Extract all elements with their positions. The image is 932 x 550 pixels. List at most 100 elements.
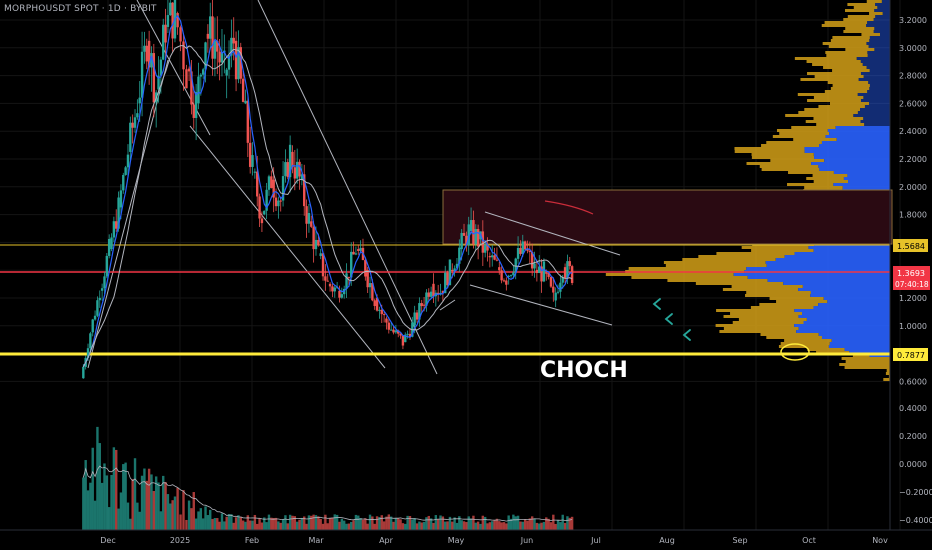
volume-bar	[439, 515, 442, 530]
candle-body	[298, 161, 301, 177]
candle-body	[303, 174, 306, 207]
candle-body	[310, 221, 313, 227]
time-tick-label: Apr	[379, 536, 394, 545]
candle-body	[481, 231, 485, 253]
candle-body	[500, 270, 503, 281]
candle-body	[256, 171, 259, 197]
time-tick-label: Sep	[732, 536, 747, 545]
volume-bar	[460, 520, 463, 530]
descending-channel-bottom[interactable]	[469, 284, 613, 326]
symbol-title[interactable]: MORPHOUSDT SPOT · 1D · BYBIT	[4, 4, 157, 14]
candle-body	[199, 74, 203, 77]
support-badge-text: 0.7877	[897, 351, 925, 360]
volume-bar	[82, 477, 85, 530]
volume-bar	[427, 515, 430, 530]
ema-line	[82, 14, 573, 368]
channel-lower-line[interactable]	[189, 125, 386, 369]
volume-bar	[331, 517, 334, 530]
candle-body	[455, 263, 459, 269]
volume-bar	[378, 517, 381, 530]
choch-circle[interactable]	[780, 343, 810, 361]
current-price-text: 1.3693	[897, 269, 925, 278]
volume-bar	[357, 515, 360, 530]
candle-body	[357, 249, 360, 251]
candle-body	[359, 247, 362, 251]
candle-body	[305, 206, 308, 224]
resistance-badge: 1.5684	[893, 239, 928, 252]
volume-bar	[223, 521, 226, 530]
candle-body	[93, 315, 97, 320]
volume-bar	[338, 521, 341, 530]
volume-bar	[119, 492, 123, 530]
volume-bar	[495, 518, 499, 530]
volume-bar	[232, 522, 235, 530]
rally-trendline[interactable]	[87, 59, 169, 369]
volume-bar	[211, 518, 214, 530]
candle-body	[241, 78, 245, 102]
volume-bar	[199, 508, 203, 530]
price-tick-label: 2.2000	[899, 155, 927, 164]
time-tick-label: Mar	[308, 536, 324, 545]
volume-bar	[176, 487, 179, 530]
candle-body	[406, 333, 409, 335]
green-arrows	[652, 298, 691, 341]
candle-body	[418, 303, 421, 320]
candle-body	[549, 276, 553, 287]
volume-bar	[554, 523, 557, 530]
candle-body	[133, 117, 137, 128]
candle-body	[530, 252, 534, 269]
candle-body	[190, 71, 193, 105]
volume-bar	[359, 518, 362, 530]
supply-zone[interactable]	[442, 189, 893, 245]
volume-bar	[326, 523, 329, 530]
volume-bar	[230, 514, 233, 530]
candle-body	[225, 69, 228, 76]
breakout-line[interactable]	[439, 299, 456, 311]
candle-body	[491, 255, 494, 258]
candle-body	[542, 261, 546, 282]
descending-channel-top[interactable]	[484, 211, 621, 256]
volume-bar	[411, 519, 414, 530]
volume-bar	[190, 508, 193, 530]
candle-body	[166, 15, 170, 27]
volume-bar	[171, 500, 174, 530]
candle-body	[444, 272, 447, 294]
volume-bar	[307, 515, 311, 530]
time-axis[interactable]: Dec 2025 Feb Mar Apr May Jun Jul Aug Sep Oct Nov	[0, 529, 932, 545]
volume-bar	[406, 515, 409, 530]
arrow-left-icon	[652, 298, 661, 310]
candle-body	[216, 40, 219, 52]
volume-bar	[93, 500, 97, 530]
candle-body	[476, 228, 480, 247]
volume-bar	[303, 516, 306, 530]
volume-bar	[126, 502, 130, 530]
channel-upper-line[interactable]	[257, 0, 438, 375]
candle-body	[307, 213, 311, 224]
candle-body	[100, 288, 104, 291]
candle-body	[220, 52, 224, 63]
volume-bar	[182, 490, 185, 530]
candle-body	[258, 196, 261, 219]
candle-body	[317, 239, 320, 246]
candle-body	[387, 322, 391, 330]
candle-body	[291, 151, 294, 168]
volume-bar	[469, 518, 473, 530]
candle-body	[422, 304, 426, 306]
volume-bar	[265, 522, 268, 530]
candle-body	[145, 45, 148, 62]
volume-bar	[312, 514, 315, 530]
volume-bar	[194, 518, 198, 530]
candle-body	[117, 197, 120, 229]
candle-body	[187, 68, 191, 72]
volume-bar	[368, 514, 372, 530]
top-left-line[interactable]	[136, 0, 211, 136]
volume-bar	[263, 517, 266, 530]
volume-bar	[187, 500, 191, 530]
volume-bar	[272, 517, 275, 530]
trendlines	[87, 0, 621, 375]
volume-bar	[540, 522, 543, 530]
candle-body	[124, 167, 127, 175]
choch-label: CHOCH	[540, 358, 628, 383]
volume-bar	[552, 514, 555, 530]
